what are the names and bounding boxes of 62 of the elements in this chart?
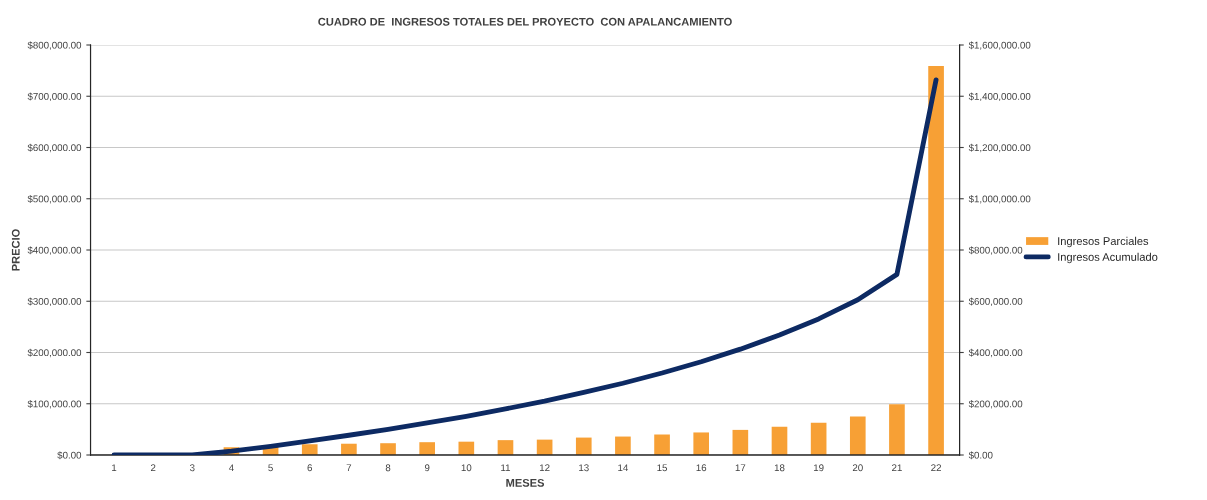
- x-tick-label: 20: [852, 464, 863, 472]
- y2-tick-label: $0.00: [968, 451, 993, 460]
- y-tick-label: $200,000.00: [27, 348, 82, 358]
- x-tick-label: 2: [150, 464, 156, 472]
- x-tick-label: 4: [228, 464, 234, 472]
- x-tick-label: 10: [461, 464, 472, 472]
- bar: [458, 441, 475, 455]
- bar: [889, 404, 905, 455]
- x-tick-label: 13: [579, 464, 589, 472]
- x-tick-label: 8: [385, 464, 391, 472]
- x-tick-label: 9: [424, 464, 430, 472]
- y2-tick-label: $600,000.00: [968, 297, 1023, 307]
- bar: [301, 444, 318, 455]
- bar: [615, 436, 631, 455]
- y-tick-label: $700,000.00: [27, 92, 82, 102]
- y2-tick-label: $1,600,000.00: [968, 41, 1031, 50]
- bar: [732, 429, 749, 455]
- x-tick-label: 21: [892, 464, 902, 472]
- y-tick-label: $400,000.00: [27, 246, 82, 255]
- bar: [928, 66, 944, 455]
- bar: [849, 416, 866, 455]
- bar: [575, 437, 592, 455]
- x-tick-label: 3: [189, 464, 195, 472]
- bar: [771, 426, 788, 455]
- x-tick-label: 14: [618, 464, 629, 472]
- y-tick-label: $800,000.00: [27, 41, 82, 50]
- y2-tick-label: $400,000.00: [968, 348, 1023, 358]
- y-axis-title: PRECIO: [11, 229, 20, 271]
- x-tick-label: 7: [346, 464, 352, 472]
- chart-title: CUADRO DE INGRESOS TOTALES DEL PROYECTO CON APALANCAMIENTO: [318, 17, 732, 26]
- y-tick-label: $600,000.00: [27, 143, 82, 153]
- x-tick-label: 11: [501, 464, 511, 472]
- line-series: [111, 77, 939, 455]
- x-tick-label: 5: [268, 464, 273, 472]
- bar: [654, 434, 670, 455]
- y-tick-label: $300,000.00: [27, 297, 82, 307]
- x-tick-label: 22: [931, 464, 941, 472]
- y2-tick-label: $1,200,000.00: [968, 143, 1031, 153]
- bar: [380, 443, 396, 455]
- x-tick-label: 12: [539, 464, 550, 472]
- bar: [497, 440, 514, 455]
- y-tick-label: $0.00: [57, 451, 82, 460]
- x-tick-label: 15: [657, 464, 668, 472]
- y2-tick-label: $800,000.00: [968, 246, 1023, 255]
- x-tick-label: 17: [735, 464, 746, 472]
- x-tick-label: 18: [774, 464, 785, 472]
- legend-label: Ingresos Parciales: [1058, 236, 1149, 248]
- y2-tick-label: $1,400,000.00: [968, 92, 1031, 102]
- x-axis-title: MESES: [506, 478, 545, 487]
- bar: [810, 422, 827, 455]
- x-tick-label: 16: [696, 464, 707, 472]
- y-tick-label: $500,000.00: [27, 195, 82, 204]
- x-tick-label: 6: [307, 464, 313, 472]
- legend-label: Ingresos Acumulado: [1058, 252, 1158, 264]
- y2-tick-label: $1,000,000.00: [968, 195, 1031, 204]
- y-tick-label: $100,000.00: [27, 400, 82, 409]
- bar: [341, 443, 357, 455]
- y2-tick-label: $200,000.00: [968, 400, 1023, 409]
- bar: [419, 442, 436, 455]
- x-tick-label: 1: [112, 464, 117, 472]
- bar: [693, 432, 710, 455]
- x-tick-label: 19: [813, 464, 824, 472]
